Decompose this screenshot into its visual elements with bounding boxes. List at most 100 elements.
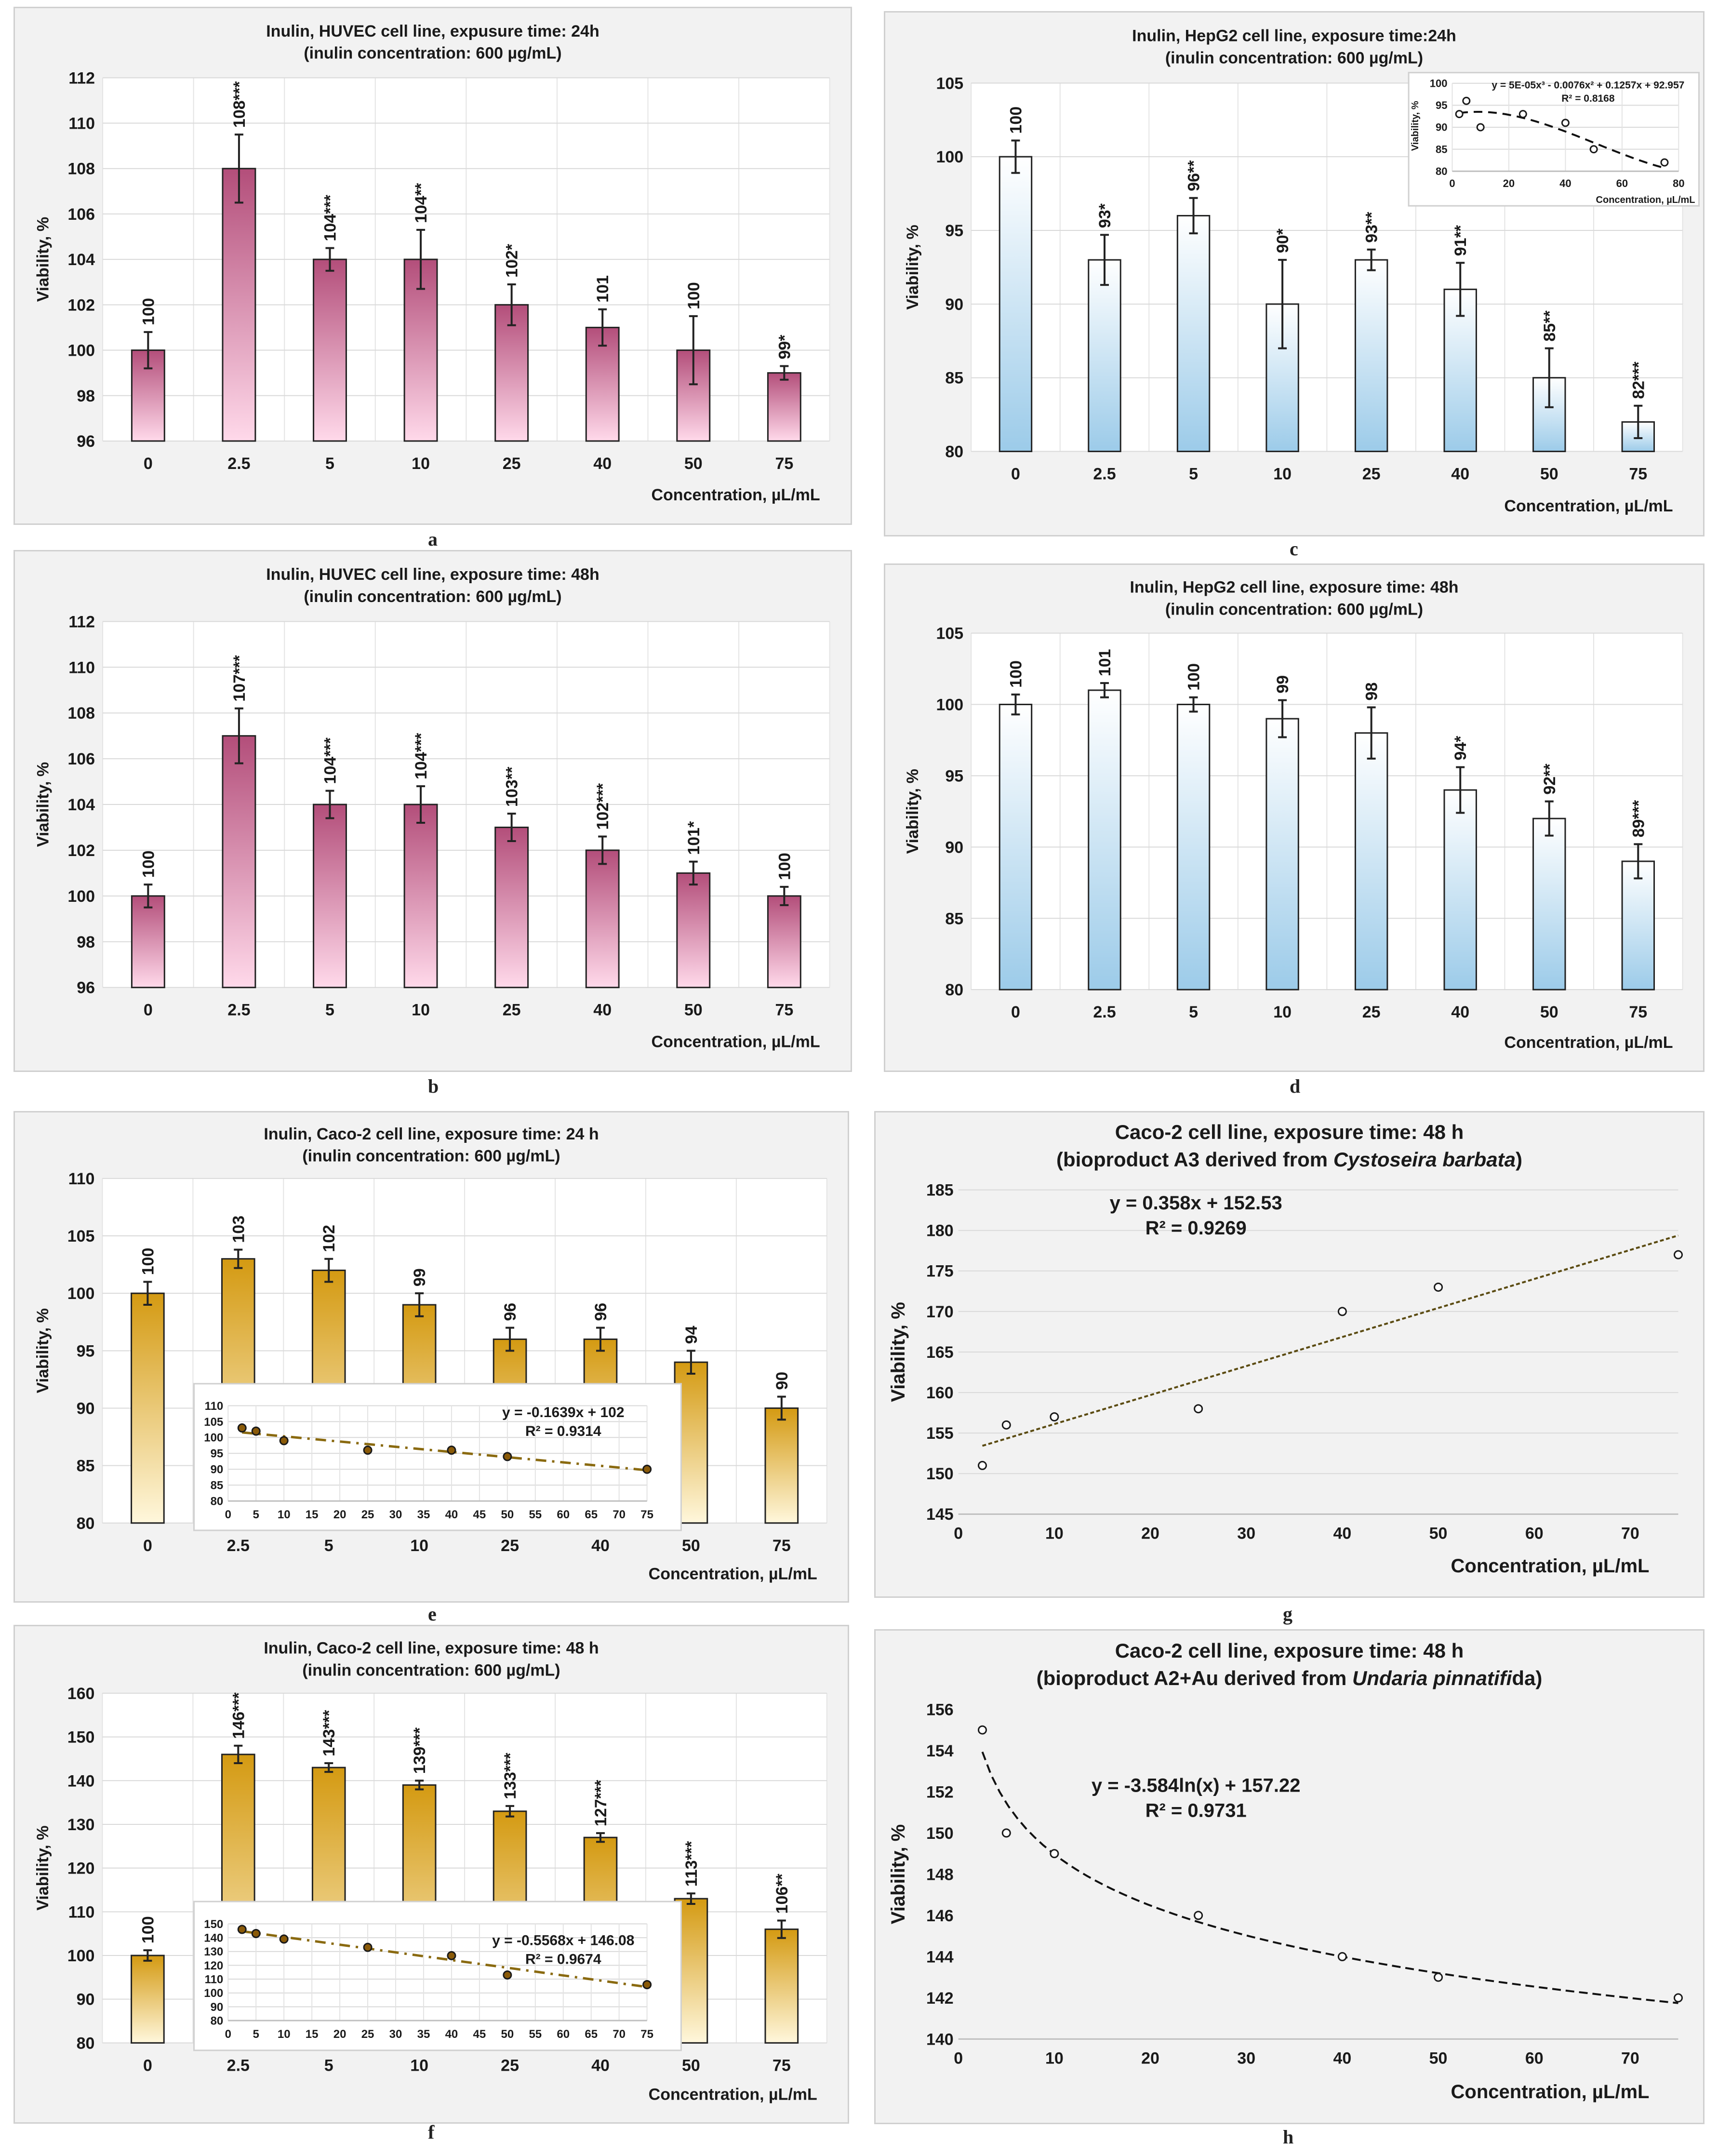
y-axis-label: Viability, % (34, 762, 52, 847)
y-tick-label: 104 (67, 796, 95, 814)
data-label: 89*** (1629, 800, 1648, 837)
y-tick-label: 100 (936, 696, 963, 714)
data-label: 96 (592, 1303, 610, 1321)
y-tick-label: 90 (77, 1399, 95, 1418)
data-label: 104*** (412, 733, 430, 779)
data-label: 99 (1274, 675, 1292, 694)
data-point (1001, 1420, 1011, 1430)
y-tick-label: 110 (205, 1973, 224, 1986)
data-label: 94 (682, 1326, 701, 1344)
x-tick-label: 5 (324, 2056, 333, 2075)
y-tick-label: 100 (67, 342, 95, 360)
data-point (1561, 119, 1570, 127)
chart-title: Inulin, HepG2 cell line, exposure time:2… (1132, 27, 1456, 45)
x-tick-label: 20 (1141, 1524, 1159, 1542)
bar (1088, 259, 1121, 453)
x-tick-label: 50 (684, 1001, 703, 1019)
x-tick-label: 0 (1011, 465, 1020, 483)
x-tick-label: 40 (1451, 1003, 1469, 1021)
trendline (981, 1751, 1678, 2004)
data-label: 101 (1096, 649, 1114, 676)
data-point (1194, 1911, 1203, 1920)
bar (1532, 817, 1566, 991)
inset-chart: 80 85 90 95 100 0 20 40 60 80 y = 5E-05x³ - 0.0076… (1408, 72, 1700, 207)
y-tick-label: 150 (926, 1824, 954, 1843)
bar (999, 704, 1033, 991)
x-tick-label: 0 (143, 2056, 152, 2075)
x-tick-label: 40 (593, 455, 612, 473)
x-axis-label: Concentration, µL/mL (1504, 1033, 1673, 1052)
data-point (237, 1423, 247, 1433)
chart-title: Inulin, Caco-2 cell line, exposure time:… (264, 1125, 599, 1143)
bar (1265, 718, 1299, 991)
panel-label-d: d (1290, 1075, 1301, 1097)
y-tick-label: 102 (67, 296, 95, 314)
y-tick-label: 100 (1430, 77, 1448, 89)
data-point (237, 1925, 247, 1934)
x-tick-label: 75 (775, 1001, 793, 1019)
y-tick-label: 170 (926, 1303, 954, 1321)
x-tick-label: 0 (1011, 1003, 1020, 1021)
bar (999, 156, 1033, 453)
data-point (1462, 96, 1471, 105)
y-tick-label: 140 (926, 2030, 954, 2049)
data-label: 85** (1541, 310, 1559, 342)
y-tick-label: 175 (926, 1262, 954, 1281)
x-tick-label: 5 (1189, 465, 1198, 483)
x-axis-label: Concentration, µL/mL (651, 486, 820, 504)
data-label: 93** (1363, 212, 1381, 243)
x-tick-label: 50 (682, 2056, 700, 2075)
inset-background (193, 1901, 682, 2051)
y-tick-label: 100 (67, 1285, 95, 1303)
x-tick-label: 2.5 (227, 1001, 250, 1019)
data-label: 100 (139, 850, 158, 878)
x-tick-label: 50 (684, 455, 703, 473)
x-tick-label: 10 (278, 2028, 291, 2041)
bar (585, 849, 620, 989)
chart-subtitle: (bioproduct A2+Au derived from Undaria p… (1037, 1667, 1543, 1689)
y-tick-label: 90 (945, 295, 963, 314)
title-span: Caco-2 cell line, exposure time: 48 h (1115, 1121, 1464, 1143)
bar (1088, 689, 1121, 991)
y-tick-label: 144 (926, 1948, 954, 1966)
data-label: 107*** (230, 655, 249, 702)
data-point (1050, 1412, 1059, 1422)
inset-background (193, 1383, 682, 1531)
y-tick-label: 180 (926, 1222, 954, 1240)
x-tick-label: 70 (613, 1508, 626, 1521)
title-span: da) (1512, 1667, 1542, 1689)
data-label: 93* (1096, 203, 1114, 228)
x-tick-label: 30 (389, 2028, 402, 2041)
bar (1176, 214, 1211, 453)
title-span: Inulin, HepG2 cell line, exposure time: … (1130, 578, 1458, 597)
x-tick-label: 45 (473, 1508, 486, 1521)
x-axis-label: Concentration, µL/mL (1451, 2081, 1650, 2102)
y-tick-label: 80 (945, 443, 963, 461)
bar (1443, 288, 1477, 453)
data-point (251, 1928, 261, 1938)
data-point (1589, 145, 1598, 154)
x-tick-label: 25 (501, 1537, 519, 1555)
y-axis-label: Viability, % (904, 225, 922, 309)
x-axis-label: Concentration, µL/mL (1504, 497, 1673, 515)
y-tick-label: 165 (926, 1343, 954, 1362)
y-tick-label: 85 (1436, 143, 1447, 155)
y-tick-label: 100 (67, 1947, 95, 1965)
x-axis-label: Concentration, µL/mL (649, 1565, 817, 1583)
bar (585, 326, 620, 442)
data-label: 143*** (320, 1710, 338, 1756)
x-tick-label: 50 (1429, 1524, 1448, 1542)
x-tick-label: 50 (1540, 465, 1558, 483)
x-tick-label: 5 (253, 1508, 259, 1521)
y-tick-label: 120 (204, 1959, 223, 1972)
chart-title: Caco-2 cell line, exposure time: 48 h (1115, 1121, 1464, 1143)
title-span: (inulin concentration: 600 µg/mL) (302, 1661, 560, 1679)
y-tick-label: 150 (926, 1465, 954, 1483)
y-tick-label: 90 (945, 838, 963, 857)
x-tick-label: 0 (144, 1001, 153, 1019)
data-label: 146*** (229, 1692, 248, 1739)
x-tick-label: 60 (1525, 2049, 1544, 2067)
r-squared: R² = 0.9674 (525, 1952, 601, 1968)
x-tick-label: 75 (772, 1537, 791, 1555)
data-point (1337, 1952, 1347, 1961)
